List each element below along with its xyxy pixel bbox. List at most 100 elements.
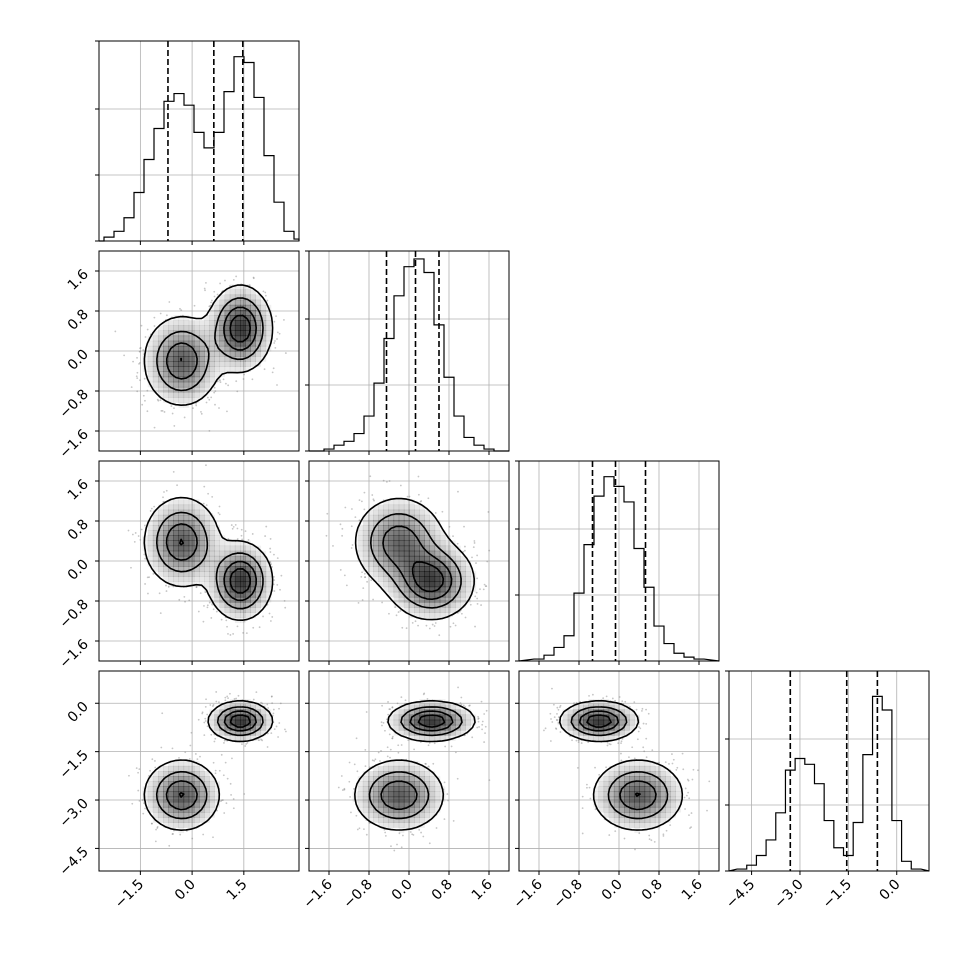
scatter-point — [628, 756, 630, 759]
density-cell — [598, 791, 605, 798]
scatter-point — [391, 735, 394, 738]
density-cell — [639, 822, 646, 828]
density-cell — [455, 561, 461, 567]
density-cell — [260, 309, 267, 316]
contour-line — [180, 314, 251, 362]
scatter-point — [577, 739, 580, 741]
scatter-point — [358, 499, 361, 502]
density-cell — [173, 781, 179, 787]
scatter-point — [212, 608, 215, 611]
density-cell — [403, 714, 410, 721]
density-cell — [393, 791, 400, 798]
density-cell — [214, 351, 221, 357]
density-cell — [424, 801, 431, 808]
density-cell — [178, 361, 185, 367]
density-cell — [183, 356, 190, 362]
scatter-point — [154, 840, 157, 843]
density-cell — [455, 596, 461, 603]
density-cell — [173, 550, 179, 557]
density-cell — [199, 519, 205, 526]
density-cell — [245, 325, 251, 331]
density-cell — [240, 340, 246, 347]
scatter-point — [220, 753, 223, 756]
density-cell — [245, 724, 251, 731]
scatter-point — [684, 787, 687, 790]
density-cell — [619, 801, 625, 808]
scatter-point — [400, 696, 403, 699]
scatter-point — [276, 338, 278, 340]
density-cell — [147, 340, 154, 347]
density-cell — [199, 796, 205, 803]
scatter-point — [469, 603, 472, 606]
scatter-point — [267, 707, 270, 709]
density-cell — [373, 796, 379, 803]
density-cell — [147, 791, 154, 798]
density-cell — [654, 796, 661, 803]
density-cell — [619, 714, 625, 721]
density-cell — [168, 356, 174, 362]
scatter-point — [608, 834, 611, 836]
scatter-point — [384, 729, 386, 732]
contour-line — [382, 525, 453, 600]
scatter-point — [377, 751, 380, 754]
density-cell — [260, 596, 267, 603]
density-cell — [157, 786, 164, 793]
density-cell — [152, 566, 159, 572]
density-cell — [398, 566, 405, 572]
density-cell — [173, 576, 179, 583]
scatter-point — [414, 620, 417, 623]
x-tick-label: 0.0 — [599, 877, 626, 904]
scatter-point — [371, 759, 374, 762]
scatter-point — [482, 588, 485, 591]
density-cell — [224, 366, 231, 373]
density-cell — [583, 735, 589, 741]
density-cell — [209, 535, 215, 541]
scatter-point — [477, 717, 480, 720]
density-cell — [634, 781, 641, 787]
scatter-point — [355, 814, 358, 817]
density-cell — [193, 340, 200, 347]
panel-content — [337, 686, 491, 852]
scatter-point — [481, 728, 483, 731]
density-cell — [204, 571, 210, 577]
scatter-point — [237, 694, 240, 697]
scatter-point — [206, 713, 209, 716]
density-cell — [398, 576, 405, 583]
density-cell — [224, 602, 231, 608]
density-cell — [388, 535, 395, 541]
density-cell — [644, 817, 651, 823]
density-cell — [168, 397, 174, 403]
density-cell — [183, 812, 190, 818]
density-cell — [383, 540, 389, 547]
scatter-point — [555, 719, 558, 721]
scatter-point — [349, 795, 352, 798]
density-cell — [240, 366, 246, 373]
scatter-point — [363, 828, 365, 831]
scatter-point — [708, 780, 711, 783]
scatter-point — [387, 701, 389, 703]
scatter-point — [211, 603, 214, 606]
density-cell — [398, 724, 405, 731]
density-cell — [250, 596, 256, 603]
scatter-point — [434, 622, 437, 624]
density-cell — [419, 776, 425, 782]
scatter-point — [196, 758, 199, 761]
density-cell — [624, 806, 630, 813]
density-cell — [378, 519, 384, 526]
density-cell — [613, 817, 620, 823]
density-cell — [665, 771, 671, 777]
density-cell — [378, 555, 384, 562]
density-cell — [178, 325, 185, 331]
y-tick-label: −0.8 — [56, 597, 91, 632]
density-cell — [250, 550, 256, 557]
density-cell — [224, 330, 231, 337]
density-cell — [204, 812, 210, 818]
density-cell — [670, 781, 676, 787]
density-cell — [199, 581, 205, 588]
density-cell — [598, 801, 605, 808]
scatter-point — [422, 693, 425, 696]
density-cell — [173, 786, 179, 793]
density-cell — [229, 299, 236, 306]
scatter-point — [551, 687, 553, 690]
density-cell — [199, 392, 205, 398]
